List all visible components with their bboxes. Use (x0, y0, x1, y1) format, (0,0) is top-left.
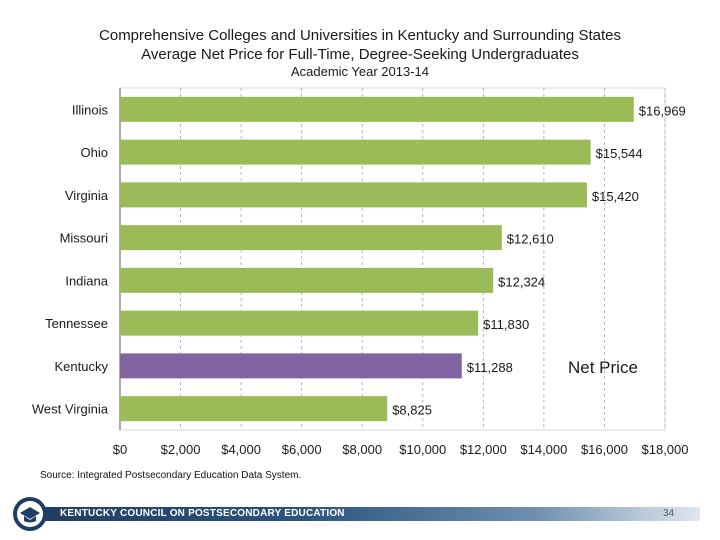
x-tick-label: $18,000 (642, 442, 689, 457)
data-label: $12,324 (498, 274, 545, 289)
chart-title: Comprehensive Colleges and Universities … (99, 27, 621, 44)
x-tick-label: $2,000 (161, 442, 201, 457)
data-label: $15,420 (592, 189, 639, 204)
x-tick-label: $4,000 (221, 442, 261, 457)
chart-subtitle-year: Academic Year 2013-14 (290, 64, 430, 79)
category-label: Virginia (65, 188, 109, 203)
source-note: Source: Integrated Postsecondary Educati… (40, 470, 302, 481)
category-label: Tennessee (45, 316, 108, 331)
category-label: West Virginia (32, 402, 109, 417)
x-tick-label: $8,000 (342, 442, 382, 457)
plot-area (119, 87, 666, 431)
legend-entry: Net Price (568, 358, 638, 377)
x-tick-label: $10,000 (399, 442, 446, 457)
footer-band (40, 507, 700, 521)
council-logo-icon (13, 497, 47, 531)
category-label: Missouri (60, 231, 109, 246)
x-tick-label: $12,000 (460, 442, 507, 457)
chart-subtitle: Average Net Price for Full-Time, Degree-… (141, 46, 579, 63)
bar-west-virginia (120, 396, 388, 422)
data-label: $15,544 (596, 146, 643, 161)
footer-bar: KENTUCKY COUNCIL ON POSTSECONDARY EDUCAT… (0, 503, 720, 525)
bar-illinois (120, 96, 634, 122)
bar-ohio (120, 139, 591, 165)
data-label: $11,830 (483, 317, 529, 332)
x-tick-label: $6,000 (282, 442, 322, 457)
category-label: Indiana (65, 273, 108, 288)
bar-tennessee (120, 310, 479, 336)
bar-missouri (120, 225, 502, 251)
data-label: $8,825 (392, 403, 432, 418)
bar-virginia (120, 182, 587, 208)
x-tick-label: $14,000 (520, 442, 567, 457)
category-label: Illinois (72, 102, 109, 117)
data-label: $16,969 (639, 103, 686, 118)
x-tick-label: $16,000 (581, 442, 628, 457)
category-label: Ohio (81, 145, 108, 160)
footer-org-name: KENTUCKY COUNCIL ON POSTSECONDARY EDUCAT… (60, 508, 345, 519)
bar-kentucky (120, 353, 462, 379)
x-tick-label: $0 (113, 442, 127, 457)
data-label: $11,288 (467, 360, 513, 375)
data-label: $12,610 (507, 232, 554, 247)
bar-indiana (120, 267, 494, 293)
page-number: 34 (663, 508, 675, 519)
category-label: Kentucky (55, 359, 109, 374)
chart-title-block: Comprehensive Colleges and Universities … (0, 26, 720, 80)
